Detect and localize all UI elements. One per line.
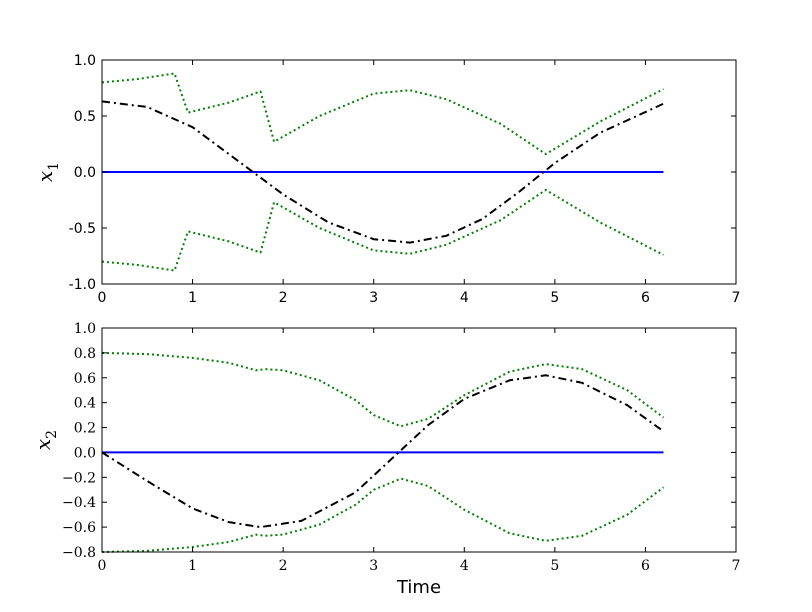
- tick-layer: 0 1 2 3 4 5 6 7 −0.8 −0.6 −0.4 −0.2 0.0 0.2 0.4 0.6 0.8 1…: [62, 321, 740, 574]
- y-axis-label-subscript: 1: [46, 162, 62, 171]
- series-line-dotted-2: [101, 72, 664, 156]
- y-tick-label: −0.6: [62, 520, 96, 536]
- y-tick-label: 0.0: [74, 165, 96, 181]
- subplot-x2: 0 1 2 3 4 5 6 7 −0.8 −0.6 −0.4 −0.2 0.0 0.2 0.4 0.6 0.8 1…: [31, 321, 740, 598]
- x-axis-label: Time: [396, 577, 441, 598]
- y-tick-label: 0.5: [74, 109, 96, 125]
- series-layer: [101, 351, 665, 553]
- series-line-dotted-3: [101, 188, 664, 272]
- x-tick-label: 4: [460, 558, 469, 574]
- y-tick-label: −0.4: [62, 495, 96, 511]
- x-tick-label: 2: [279, 290, 288, 306]
- x-tick-label: 0: [98, 558, 107, 574]
- series-layer: [101, 72, 664, 272]
- y-axis-label-subscript: 2: [44, 430, 60, 439]
- y-tick-label: 0.4: [74, 396, 96, 412]
- subplot-x1: 0 1 2 3 4 5 6 7-1.0-0.50.00.51.0 x1: [33, 53, 740, 306]
- y-tick-label: −0.2: [62, 470, 96, 486]
- axes-frame: [101, 327, 737, 553]
- y-tick-label: 1.0: [74, 53, 96, 69]
- x-tick-label: 3: [369, 290, 378, 306]
- series-line-dashdot-1: [101, 374, 665, 529]
- x-tick-label: 5: [550, 290, 559, 306]
- series-line-dashdot-1: [101, 100, 664, 244]
- y-axis-label: x1: [33, 162, 62, 182]
- x-tick-label: 0: [98, 290, 107, 306]
- series-line-dotted-3: [101, 477, 665, 553]
- tick-layer: 0 1 2 3 4 5 6 7 -1.0 -0.5 0.0 0.5 1.0: [69, 53, 741, 306]
- x-tick-label: 7: [732, 558, 741, 574]
- y-tick-label: 1.0: [74, 321, 96, 337]
- y-axis-label-symbol: x: [31, 439, 55, 450]
- x-tick-label: 1: [188, 558, 197, 574]
- y-tick-label: 0.0: [74, 445, 96, 461]
- x-tick-label: 2: [279, 558, 288, 574]
- x-tick-label: 4: [460, 290, 469, 306]
- y-tick-label: −0.8: [62, 545, 96, 561]
- y-axis-label-symbol: x: [33, 171, 57, 182]
- x-tick-label: 3: [369, 558, 378, 574]
- y-tick-label: -0.5: [69, 221, 96, 237]
- x-tick-label: 5: [550, 558, 559, 574]
- x-tick-label: 7: [732, 290, 741, 306]
- x-tick-label: 6: [641, 290, 650, 306]
- y-tick-label: 0.6: [74, 371, 96, 387]
- x-tick-label: 1: [188, 290, 197, 306]
- x-tick-label: 6: [641, 558, 650, 574]
- y-tick-label: -1.0: [69, 277, 96, 293]
- series-line-dotted-2: [101, 351, 665, 428]
- y-axis-label: x2: [31, 430, 60, 450]
- y-tick-label: 0.8: [74, 346, 96, 362]
- y-tick-label: 0.2: [74, 421, 96, 437]
